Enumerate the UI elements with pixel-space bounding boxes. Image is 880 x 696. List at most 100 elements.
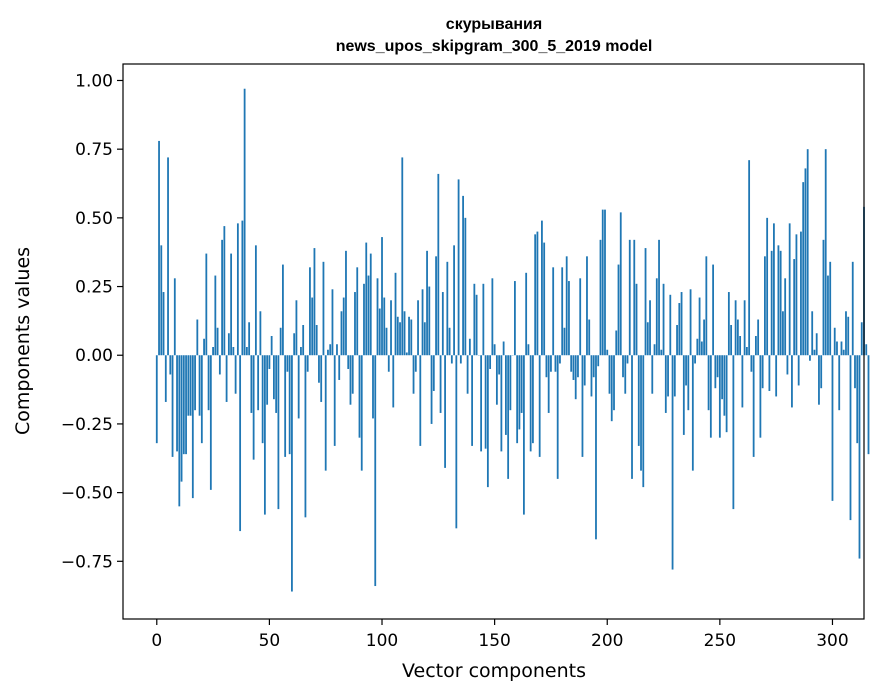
bar-73 [320,355,323,402]
bar-219 [649,300,651,356]
bar-23 [207,355,210,411]
bar-15 [189,355,192,416]
bar-93 [365,242,368,356]
bar-147 [486,355,489,488]
bar-135 [459,355,462,364]
bar-248 [714,355,717,389]
bar-206 [619,212,622,356]
bar-218 [646,322,649,356]
bar-110 [403,311,406,356]
bar-159 [514,281,516,356]
bar-126 [439,355,442,413]
bar-6 [169,355,172,375]
bar-82 [340,311,343,356]
bar-261 [743,300,746,356]
bar-77 [329,344,332,356]
bar-118 [421,289,424,356]
y-tick-label: −0.75 [61,552,113,572]
bar-106 [394,272,397,356]
x-tick-label: 0 [151,631,162,651]
bar-2 [160,245,163,356]
bar-119 [423,322,426,356]
bar-12 [182,355,185,455]
bar-153 [500,355,503,452]
bar-286 [800,231,802,356]
bar-188 [579,278,582,356]
bar-125 [437,173,440,356]
bar-308 [849,355,852,521]
bar-196 [597,355,600,367]
bar-162 [520,355,523,413]
bar-215 [640,355,642,471]
bar-26 [214,275,217,356]
bar-80 [336,344,338,356]
bar-92 [363,283,365,356]
bar-70 [313,248,316,356]
bar-154 [502,341,505,356]
bar-290 [809,355,811,361]
bar-225 [662,283,665,356]
bar-302 [836,341,838,356]
bar-236 [687,355,690,411]
bar-163 [523,355,525,515]
bar-169 [536,231,539,356]
bar-34 [232,347,235,356]
bar-47 [261,355,264,444]
bar-115 [414,355,417,372]
bar-136 [462,195,464,356]
bar-116 [417,300,419,356]
bar-54 [277,355,280,510]
bar-230 [673,355,676,397]
bar-11 [180,355,183,482]
bar-69 [311,297,314,356]
bar-114 [412,355,415,394]
bar-18 [196,319,199,356]
bar-36 [236,223,239,356]
bar-220 [651,355,654,394]
bar-199 [604,209,606,356]
bar-262 [745,347,748,356]
bar-74 [322,261,325,356]
bar-301 [833,327,836,356]
bar-164 [525,272,528,356]
bar-282 [791,355,793,408]
bar-123 [432,355,435,391]
bar-71 [315,325,318,356]
bar-208 [624,355,627,394]
bar-121 [428,286,431,356]
bar-100 [381,237,383,356]
bar-254 [727,292,730,356]
bar-series [155,88,870,592]
bar-160 [516,355,519,444]
bar-97 [374,355,377,587]
bar-191 [586,256,588,356]
bar-59 [288,355,291,455]
bar-229 [671,355,674,570]
bar-294 [818,355,820,405]
bar-142 [475,294,478,356]
bar-224 [660,349,663,356]
bar-260 [741,355,744,408]
bar-35 [234,355,237,394]
bar-183 [568,281,570,356]
bar-210 [628,239,631,356]
x-tick-label: 250 [704,631,736,651]
bar-216 [642,355,645,488]
bar-79 [333,355,336,446]
bar-181 [563,327,566,356]
bar-75 [324,355,327,471]
bar-281 [788,223,791,356]
bar-72 [318,355,320,383]
y-tick-label: −0.25 [61,415,113,435]
bar-42 [250,355,253,413]
bar-213 [635,283,638,356]
bar-68 [309,267,311,356]
bar-29 [221,239,223,356]
bar-133 [455,355,458,529]
bar-81 [338,355,341,380]
bar-306 [845,311,847,356]
bar-202 [610,355,613,422]
chart-title-line-1: скурывания [446,16,542,33]
bar-255 [730,325,733,356]
bar-275 [775,355,778,397]
